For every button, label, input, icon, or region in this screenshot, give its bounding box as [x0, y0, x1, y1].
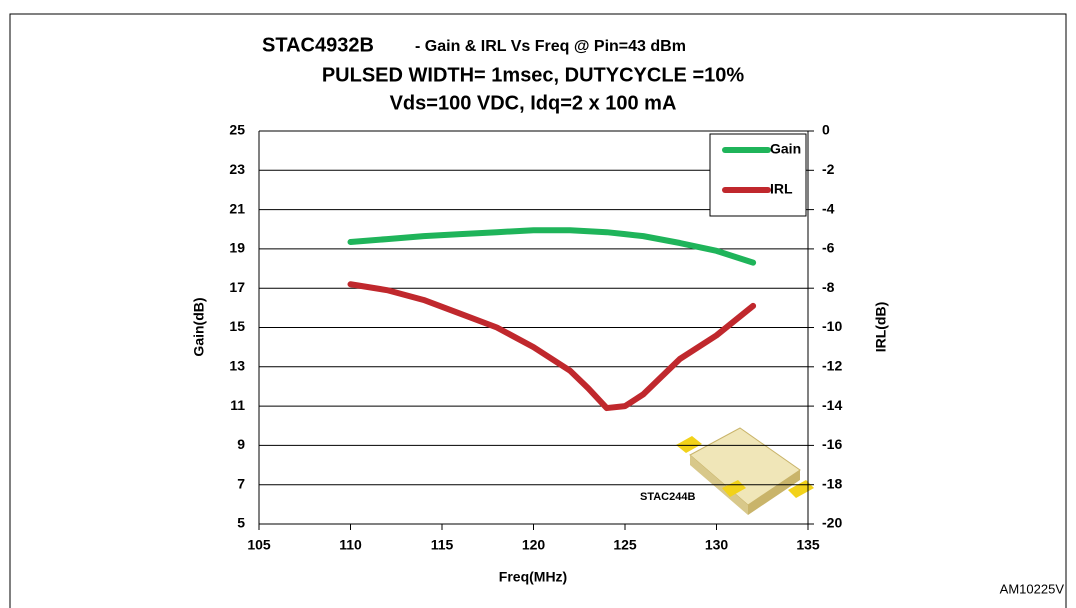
- x-tick-label: 105: [247, 537, 271, 553]
- y2-tick-label: -8: [822, 279, 835, 295]
- chart-subtitle: PULSED WIDTH= 1msec, DUTYCYCLE =10%: [322, 64, 745, 86]
- legend-label: Gain: [770, 141, 801, 157]
- y2-tick-label: -20: [822, 515, 842, 531]
- annotation: STAC244B: [640, 491, 695, 503]
- y-tick-label: 7: [237, 475, 245, 491]
- y2-tick-label: -18: [822, 475, 842, 491]
- y-tick-label: 23: [229, 161, 245, 177]
- x-tick-label: 120: [522, 537, 546, 553]
- y-tick-label: 25: [229, 122, 245, 138]
- chart-title: STAC4932B: [262, 34, 374, 56]
- y-tick-label: 11: [230, 397, 245, 413]
- y-tick-label: 21: [229, 200, 245, 216]
- figure-frame: [9, 13, 1067, 608]
- y2-tick-label: -10: [822, 318, 842, 334]
- chart-subtitle: Vds=100 VDC, Idq=2 x 100 mA: [390, 92, 677, 114]
- y2-tick-label: -14: [822, 397, 842, 413]
- figure-id: AM10225V: [1000, 581, 1065, 596]
- y-tick-label: 13: [229, 358, 245, 374]
- x-tick-label: 110: [339, 537, 362, 553]
- x-axis-label: Freq(MHz): [499, 569, 567, 585]
- y2-tick-label: -12: [822, 358, 842, 374]
- data-line: [347, 227, 757, 266]
- x-tick-label: 135: [796, 537, 820, 553]
- legend-label: IRL: [770, 181, 793, 197]
- x-tick-label: 125: [613, 537, 637, 553]
- x-tick-label: 115: [431, 537, 454, 553]
- y-tick-label: 15: [229, 318, 245, 334]
- y-tick-label: 5: [237, 515, 245, 531]
- y-tick-label: 17: [229, 279, 245, 295]
- y-axis-label: Gain(dB): [191, 297, 207, 356]
- product-image: [676, 427, 814, 515]
- x-tick-label: 130: [705, 537, 729, 553]
- y2-tick-label: -6: [822, 240, 835, 256]
- y2-tick-label: 0: [822, 122, 830, 138]
- y-tick-label: 9: [237, 436, 245, 452]
- data-line: [347, 281, 757, 412]
- y-tick-label: 19: [229, 240, 245, 256]
- y2-tick-label: -16: [822, 436, 842, 452]
- y2-tick-label: -2: [822, 161, 835, 177]
- chart-subtitle: - Gain & IRL Vs Freq @ Pin=43 dBm: [415, 38, 686, 55]
- y2-tick-label: -4: [822, 200, 835, 216]
- y2-axis-label: IRL(dB): [873, 302, 889, 353]
